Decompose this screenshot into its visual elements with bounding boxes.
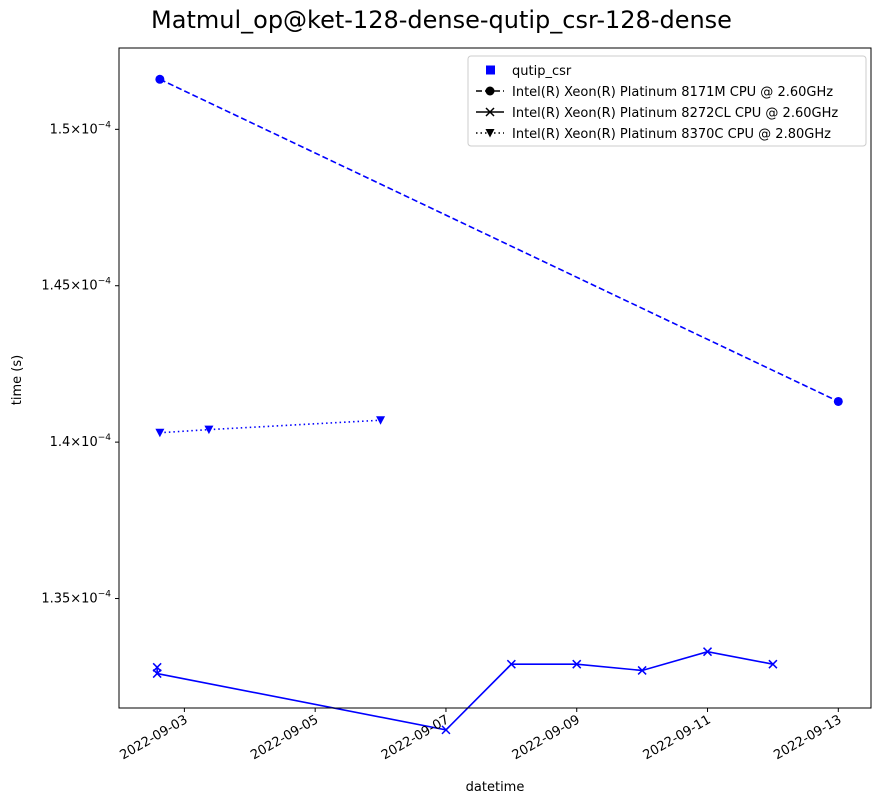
x-tick-label-5: 2022-09-13	[771, 712, 844, 763]
series-line-2	[159, 419, 381, 434]
x-tick-label-1: 2022-09-05	[248, 712, 321, 763]
legend-label-0: qutip_csr	[512, 64, 572, 79]
series-1-point-2-stroke-b	[441, 725, 451, 735]
series-1-point-3	[506, 659, 516, 669]
y-tick-label-1: 1.4×10−4	[50, 433, 112, 450]
series-1-point-6	[702, 647, 713, 657]
legend-marker-shape-1	[485, 86, 495, 96]
chart-title: Matmul_op@ket-128-dense-qutip_csr-128-de…	[151, 6, 732, 34]
y-tick-label-2: 1.45×10−4	[41, 277, 111, 294]
series-2-point-0	[155, 428, 165, 438]
series-line-1	[156, 650, 774, 731]
series-1-point-2	[441, 725, 451, 735]
legend-label-2: Intel(R) Xeon(R) Platinum 8272CL CPU @ 2…	[512, 106, 838, 121]
series-line-0	[159, 78, 839, 403]
series-2-point-2	[376, 416, 386, 425]
legend-label-1: Intel(R) Xeon(R) Platinum 8171M CPU @ 2.…	[512, 85, 833, 100]
legend-marker-b-2	[485, 107, 495, 117]
legend-label-3: Intel(R) Xeon(R) Platinum 8370C CPU @ 2.…	[512, 127, 831, 142]
legend-marker-1	[485, 86, 495, 96]
plot-area	[152, 74, 843, 735]
y-axis: 1.35×10−4 1.4×10−4 1.45×10−4 1.5×10−4	[41, 120, 119, 607]
legend-marker-2	[485, 107, 495, 117]
series-1-point-1	[152, 669, 162, 679]
series-2-point-1	[204, 425, 214, 435]
series-1-point-1-stroke-b	[152, 669, 162, 679]
legend-marker-shape-3	[485, 129, 495, 138]
series-1-point-7	[768, 659, 778, 669]
axes-frame	[118, 47, 872, 709]
x-axis: 2022-09-03 2022-09-05 2022-09-07 2022-09-09…	[117, 708, 844, 763]
series-1-point-3-stroke-b	[506, 659, 516, 669]
x-tick-label-3: 2022-09-09	[510, 712, 583, 763]
y-tick-label-3: 1.5×10−4	[50, 120, 112, 137]
series-1-point-5	[637, 665, 647, 675]
legend-box	[467, 55, 867, 147]
legend: qutip_csr Intel(R) Xeon(R) Platinum 8171M…	[467, 55, 867, 147]
series-0-point-1	[833, 396, 843, 406]
series-1-point-6-stroke-b	[702, 647, 713, 657]
legend-marker-0	[486, 65, 495, 75]
series-1-point-5-stroke-b	[637, 665, 647, 675]
y-tick-label-0: 1.35×10−4	[41, 590, 111, 607]
x-axis-label: datetime	[466, 780, 525, 795]
series-1-point-4	[572, 659, 582, 669]
x-tick-label-0: 2022-09-03	[117, 712, 190, 763]
series-0-point-0	[155, 74, 165, 84]
y-axis-label: time (s)	[10, 355, 25, 405]
series-1-point-4-stroke-b	[572, 659, 582, 669]
series-1-point-7-stroke-b	[768, 659, 778, 669]
x-tick-label-4: 2022-09-11	[641, 712, 714, 763]
x-tick-label-2: 2022-09-07	[379, 712, 452, 763]
legend-marker-3	[485, 129, 495, 138]
